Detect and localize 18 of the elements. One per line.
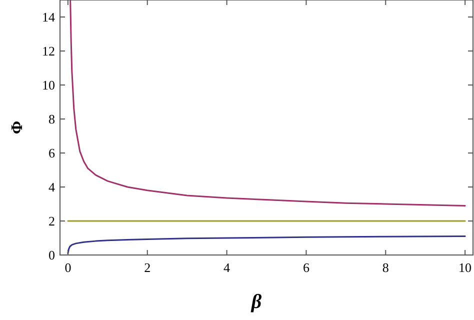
y-tick-label: 14 xyxy=(42,10,56,25)
line-series xyxy=(67,236,466,254)
x-tick-label: 4 xyxy=(224,260,231,275)
y-tick-label: 2 xyxy=(48,214,55,229)
x-tick-label: 2 xyxy=(144,260,151,275)
x-tick-label: 6 xyxy=(302,260,310,275)
y-axis-title: Φ xyxy=(9,120,26,134)
x-axis-title: β xyxy=(250,291,262,313)
y-tick-label: 12 xyxy=(42,44,55,59)
x-tick-label: 10 xyxy=(458,260,472,275)
line-series xyxy=(70,0,466,206)
y-tick-label: 8 xyxy=(48,112,55,127)
y-tick-label: 4 xyxy=(48,180,56,195)
y-tick-label: 6 xyxy=(48,146,56,161)
x-tick-label: 8 xyxy=(382,260,389,275)
y-tick-label: 0 xyxy=(48,248,55,263)
x-tick-label: 0 xyxy=(64,260,72,275)
y-tick-label: 10 xyxy=(42,78,55,93)
